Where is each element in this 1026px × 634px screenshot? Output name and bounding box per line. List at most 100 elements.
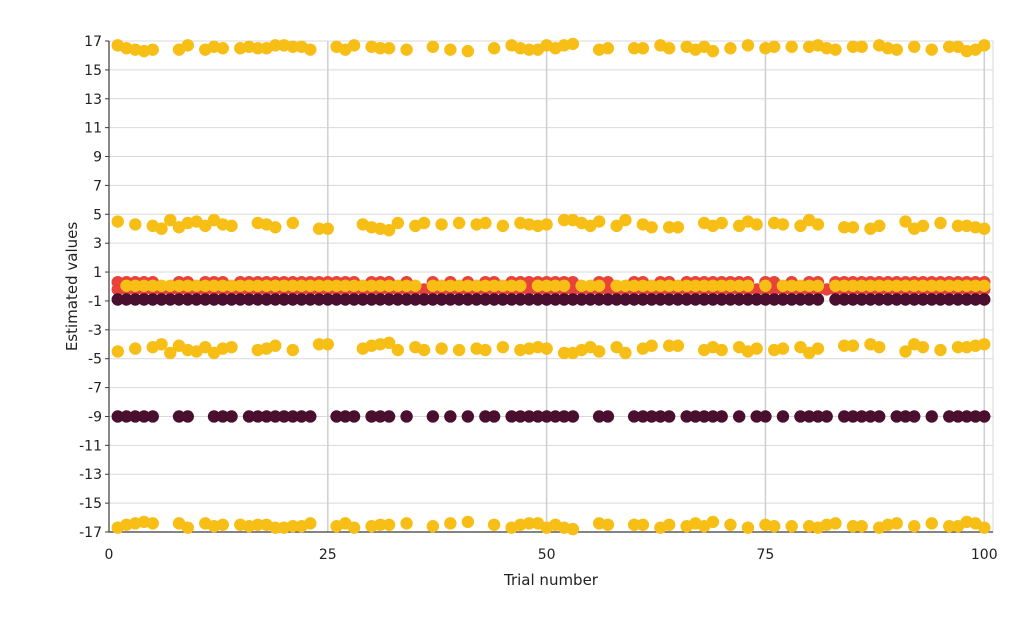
- data-point: [269, 279, 282, 292]
- data-point: [295, 410, 308, 423]
- data-point: [435, 218, 448, 231]
- data-point: [794, 340, 807, 354]
- data-point: [592, 345, 606, 358]
- data-point: [339, 279, 352, 292]
- data-point: [417, 216, 431, 230]
- data-point: [146, 517, 159, 530]
- data-point: [409, 279, 422, 292]
- data-point: [461, 410, 475, 423]
- data-point: [190, 279, 203, 292]
- data-point: [619, 293, 632, 306]
- data-point: [496, 279, 510, 292]
- data-point: [146, 43, 159, 56]
- data-point: [409, 293, 422, 306]
- data-point: [846, 221, 860, 234]
- data-point: [767, 293, 781, 306]
- data-point: [610, 293, 623, 306]
- data-point: [129, 279, 142, 292]
- data-point: [767, 520, 781, 533]
- data-point: [978, 521, 991, 534]
- data-point: [750, 410, 763, 423]
- data-point: [164, 279, 177, 292]
- data-point: [610, 279, 623, 292]
- data-point: [417, 343, 431, 357]
- data-point: [715, 293, 728, 306]
- data-point: [741, 293, 755, 306]
- data-point: [260, 293, 273, 306]
- data-point: [216, 410, 229, 423]
- data-point: [619, 279, 632, 292]
- data-point: [199, 340, 212, 354]
- data-point: [916, 340, 930, 354]
- data-point: [969, 279, 982, 292]
- data-point: [899, 215, 912, 228]
- data-point: [269, 339, 282, 352]
- data-point: [584, 279, 597, 292]
- data-point: [312, 222, 326, 235]
- data-point: [619, 213, 632, 227]
- data-point: [470, 279, 483, 292]
- data-point: [645, 279, 658, 292]
- data-point: [776, 279, 790, 292]
- data-point: [732, 279, 746, 292]
- data-point: [645, 293, 658, 306]
- data-point: [479, 216, 492, 230]
- data-point: [654, 410, 667, 423]
- data-point: [522, 293, 536, 306]
- data-point: [890, 279, 903, 292]
- data-point: [811, 342, 825, 355]
- data-point: [496, 340, 510, 354]
- data-point: [356, 293, 370, 306]
- data-point: [444, 410, 457, 423]
- data-point: [794, 219, 807, 233]
- data-point: [347, 39, 361, 52]
- data-point: [855, 293, 868, 306]
- data-point: [251, 518, 264, 531]
- y-tick-label: -5: [88, 352, 102, 368]
- data-point: [164, 293, 177, 306]
- data-point: [277, 279, 291, 292]
- data-point: [855, 520, 868, 533]
- data-point: [732, 410, 746, 423]
- data-point: [706, 293, 720, 306]
- data-point: [636, 518, 650, 531]
- data-point: [899, 293, 912, 306]
- data-point: [137, 410, 151, 423]
- data-point: [864, 410, 877, 423]
- data-point: [662, 410, 676, 423]
- data-point: [356, 279, 370, 292]
- y-tick-label: -11: [79, 438, 102, 454]
- data-point: [514, 279, 527, 292]
- data-point: [461, 44, 475, 58]
- data-point: [811, 293, 825, 306]
- data-point: [951, 219, 965, 233]
- data-point: [129, 342, 142, 355]
- y-tick-label: -9: [88, 409, 102, 425]
- data-point: [785, 520, 798, 533]
- data-point: [662, 339, 676, 352]
- data-point: [549, 293, 562, 306]
- data-point: [934, 293, 947, 306]
- data-point: [181, 410, 194, 423]
- data-point: [129, 410, 142, 423]
- data-point: [304, 279, 317, 292]
- data-point: [654, 279, 667, 292]
- data-point: [365, 293, 378, 306]
- data-point: [750, 342, 763, 355]
- data-point: [873, 279, 886, 292]
- x-tick-label: 25: [319, 547, 337, 563]
- data-point: [286, 410, 300, 423]
- data-point: [776, 410, 790, 423]
- data-point: [636, 293, 650, 306]
- data-point: [251, 279, 264, 292]
- data-point: [838, 293, 851, 306]
- data-point: [960, 293, 973, 306]
- data-point: [382, 336, 396, 350]
- data-point: [592, 279, 606, 292]
- data-point: [286, 343, 300, 357]
- data-point: [286, 520, 300, 533]
- data-point: [155, 222, 168, 235]
- data-point: [811, 410, 825, 423]
